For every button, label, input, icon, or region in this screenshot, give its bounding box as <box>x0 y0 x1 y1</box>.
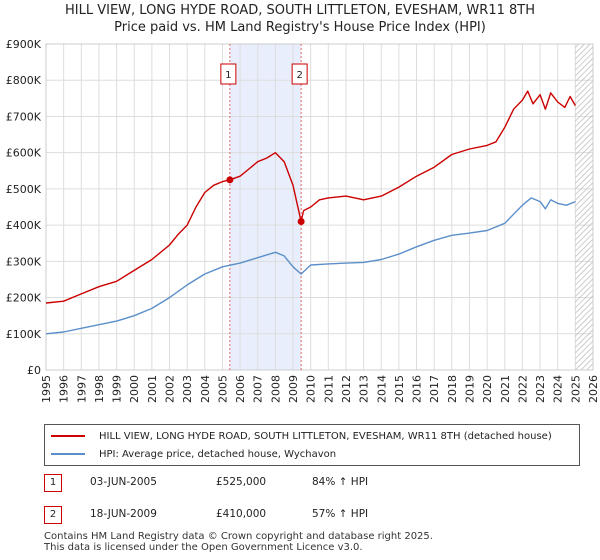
x-tick-label: 2018 <box>446 375 459 403</box>
legend-swatch-property <box>51 435 85 437</box>
series-line-property <box>45 90 577 304</box>
y-tick-label: £100K <box>6 328 42 341</box>
x-tick-label: 2009 <box>287 375 300 403</box>
x-tick-label: 2002 <box>164 375 177 403</box>
y-tick-label: £300K <box>6 255 42 268</box>
x-tick-label: 2020 <box>481 375 494 403</box>
sale-marker-box <box>220 63 237 85</box>
x-tick-label: 2004 <box>199 375 212 403</box>
legend: HILL VIEW, LONG HYDE ROAD, SOUTH LITTLET… <box>44 424 580 466</box>
y-tick-label: £500K <box>6 183 42 196</box>
transaction-hpi: 57% ↑ HPI <box>312 508 369 520</box>
x-tick-label: 2003 <box>181 375 194 403</box>
sale-marker-label: 1 <box>225 70 231 81</box>
x-tick-label: 2017 <box>428 375 441 403</box>
legend-label-hpi: HPI: Average price, detached house, Wych… <box>99 448 337 460</box>
x-tick-label: 1998 <box>93 375 106 403</box>
x-tick-label: 1997 <box>75 375 88 403</box>
x-tick-label: 2019 <box>464 375 477 403</box>
transaction-price: £410,000 <box>216 508 267 520</box>
forecast-hatch <box>575 44 593 370</box>
y-tick-label: £700K <box>6 110 42 123</box>
y-tick-label: £200K <box>6 292 42 305</box>
sale-point <box>297 217 305 225</box>
plot-frame <box>45 43 594 371</box>
x-tick-label: 1995 <box>40 375 53 403</box>
series-line-hpi <box>45 197 576 335</box>
x-tick-label: 2014 <box>375 375 388 403</box>
footer-line-1: Contains HM Land Registry data © Crown c… <box>44 531 433 542</box>
y-tick-label: £900K <box>6 38 42 51</box>
x-tick-label: 2006 <box>234 375 247 403</box>
title-line-1: HILL VIEW, LONG HYDE ROAD, SOUTH LITTLET… <box>65 3 535 18</box>
transaction-badge: 1 <box>44 474 62 492</box>
y-tick-label: £800K <box>6 74 42 87</box>
x-tick-label: 2010 <box>305 375 318 403</box>
x-tick-label: 2011 <box>322 375 335 403</box>
footer-line-2: This data is licensed under the Open Gov… <box>44 542 363 553</box>
x-tick-label: 1999 <box>111 375 124 403</box>
legend-item-property: HILL VIEW, LONG HYDE ROAD, SOUTH LITTLET… <box>51 428 552 444</box>
x-tick-label: 2008 <box>269 375 282 403</box>
x-tick-label: 2007 <box>252 375 265 403</box>
x-tick-label: 2001 <box>146 375 159 403</box>
x-tick-label: 2012 <box>340 375 353 403</box>
x-tick-label: 2015 <box>393 375 406 403</box>
sale-point <box>226 176 234 184</box>
y-tick-label: £600K <box>6 147 42 160</box>
x-tick-label: 2021 <box>499 375 512 403</box>
sale-marker-box <box>291 63 308 85</box>
x-tick-label: 2025 <box>569 375 582 403</box>
legend-swatch-hpi <box>51 453 85 455</box>
title-line-2: Price paid vs. HM Land Registry's House … <box>114 20 486 35</box>
y-tick-label: £0 <box>27 364 41 377</box>
x-tick-label: 1996 <box>58 375 71 403</box>
x-tick-label: 2013 <box>358 375 371 403</box>
x-tick-label: 2023 <box>534 375 547 403</box>
legend-label-property: HILL VIEW, LONG HYDE ROAD, SOUTH LITTLET… <box>99 430 552 442</box>
chart-title: HILL VIEW, LONG HYDE ROAD, SOUTH LITTLET… <box>0 2 600 36</box>
transaction-date: 03-JUN-2005 <box>90 476 157 488</box>
x-tick-label: 2024 <box>552 375 565 403</box>
x-tick-label: 2000 <box>128 375 141 403</box>
transaction-price: £525,000 <box>216 476 267 488</box>
x-tick-label: 2022 <box>516 375 529 403</box>
transaction-badge: 2 <box>44 506 62 524</box>
transaction-hpi: 84% ↑ HPI <box>312 476 369 488</box>
x-tick-label: 2016 <box>411 375 424 403</box>
y-tick-label: £400K <box>6 219 42 232</box>
x-tick-label: 2026 <box>587 375 600 403</box>
price-chart: 1 2 £0 £100K £200K £300K £400K £500K £600K £700K… <box>6 38 600 403</box>
legend-item-hpi: HPI: Average price, detached house, Wych… <box>51 446 336 462</box>
sale-marker-label: 2 <box>296 70 302 81</box>
transaction-date: 18-JUN-2009 <box>90 508 157 520</box>
shaded-period <box>229 44 302 370</box>
footer-attribution: Contains HM Land Registry data © Crown c… <box>44 531 433 553</box>
x-tick-label: 2005 <box>217 375 230 403</box>
